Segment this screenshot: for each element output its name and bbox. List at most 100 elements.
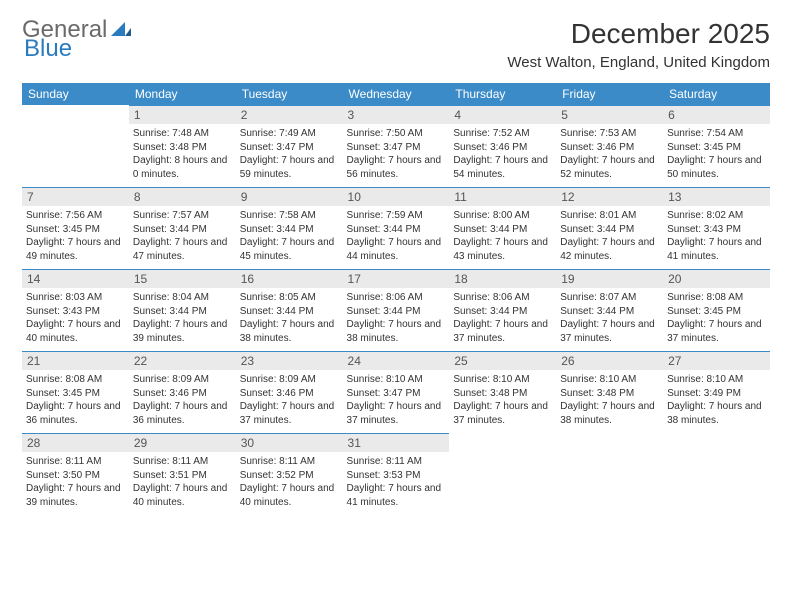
day-number: 16: [236, 270, 343, 288]
sunrise-line: Sunrise: 8:10 AM: [347, 373, 446, 387]
day-number: 21: [22, 352, 129, 370]
sunset-line: Sunset: 3:46 PM: [133, 387, 232, 401]
daylight-line: Daylight: 7 hours and 38 minutes.: [347, 318, 446, 345]
calendar-cell: 7Sunrise: 7:56 AMSunset: 3:45 PMDaylight…: [22, 187, 129, 269]
calendar-cell: [22, 105, 129, 187]
daylight-line: Daylight: 7 hours and 38 minutes.: [667, 400, 766, 427]
day-header: Wednesday: [343, 83, 450, 105]
daylight-line: Daylight: 7 hours and 45 minutes.: [240, 236, 339, 263]
daylight-line: Daylight: 7 hours and 49 minutes.: [26, 236, 125, 263]
sunrise-line: Sunrise: 8:08 AM: [26, 373, 125, 387]
sunrise-line: Sunrise: 8:06 AM: [453, 291, 552, 305]
sunset-line: Sunset: 3:44 PM: [347, 223, 446, 237]
calendar-cell: 14Sunrise: 8:03 AMSunset: 3:43 PMDayligh…: [22, 269, 129, 351]
daylight-line: Daylight: 8 hours and 0 minutes.: [133, 154, 232, 181]
calendar-cell: 31Sunrise: 8:11 AMSunset: 3:53 PMDayligh…: [343, 433, 450, 515]
calendar-cell: 9Sunrise: 7:58 AMSunset: 3:44 PMDaylight…: [236, 187, 343, 269]
day-number: 5: [556, 106, 663, 124]
daylight-line: Daylight: 7 hours and 47 minutes.: [133, 236, 232, 263]
calendar-cell: 11Sunrise: 8:00 AMSunset: 3:44 PMDayligh…: [449, 187, 556, 269]
sunset-line: Sunset: 3:46 PM: [453, 141, 552, 155]
daylight-line: Daylight: 7 hours and 39 minutes.: [133, 318, 232, 345]
calendar-cell: 8Sunrise: 7:57 AMSunset: 3:44 PMDaylight…: [129, 187, 236, 269]
calendar-cell: 26Sunrise: 8:10 AMSunset: 3:48 PMDayligh…: [556, 351, 663, 433]
day-number: 28: [22, 434, 129, 452]
daylight-line: Daylight: 7 hours and 37 minutes.: [453, 318, 552, 345]
day-number: 20: [663, 270, 770, 288]
day-number: 27: [663, 352, 770, 370]
day-number: 25: [449, 352, 556, 370]
daylight-line: Daylight: 7 hours and 52 minutes.: [560, 154, 659, 181]
day-number: 22: [129, 352, 236, 370]
calendar-cell: 13Sunrise: 8:02 AMSunset: 3:43 PMDayligh…: [663, 187, 770, 269]
daylight-line: Daylight: 7 hours and 39 minutes.: [26, 482, 125, 509]
day-number: 12: [556, 188, 663, 206]
sunrise-line: Sunrise: 8:11 AM: [240, 455, 339, 469]
sunrise-line: Sunrise: 8:05 AM: [240, 291, 339, 305]
daylight-line: Daylight: 7 hours and 40 minutes.: [133, 482, 232, 509]
sunset-line: Sunset: 3:44 PM: [453, 305, 552, 319]
day-number: 7: [22, 188, 129, 206]
sunrise-line: Sunrise: 7:57 AM: [133, 209, 232, 223]
sunset-line: Sunset: 3:44 PM: [560, 305, 659, 319]
sunrise-line: Sunrise: 8:07 AM: [560, 291, 659, 305]
sunrise-line: Sunrise: 8:08 AM: [667, 291, 766, 305]
sunset-line: Sunset: 3:45 PM: [26, 223, 125, 237]
calendar-cell: 21Sunrise: 8:08 AMSunset: 3:45 PMDayligh…: [22, 351, 129, 433]
daylight-line: Daylight: 7 hours and 37 minutes.: [240, 400, 339, 427]
sunrise-line: Sunrise: 8:10 AM: [560, 373, 659, 387]
calendar-cell: 16Sunrise: 8:05 AMSunset: 3:44 PMDayligh…: [236, 269, 343, 351]
calendar-cell: 5 Sunrise: 7:53 AMSunset: 3:46 PMDaylight…: [556, 105, 663, 187]
sunrise-line: Sunrise: 8:11 AM: [347, 455, 446, 469]
day-number: 2: [236, 106, 343, 124]
daylight-line: Daylight: 7 hours and 56 minutes.: [347, 154, 446, 181]
daylight-line: Daylight: 7 hours and 42 minutes.: [560, 236, 659, 263]
sunrise-line: Sunrise: 8:09 AM: [240, 373, 339, 387]
sunrise-line: Sunrise: 8:10 AM: [667, 373, 766, 387]
daylight-line: Daylight: 7 hours and 38 minutes.: [560, 400, 659, 427]
calendar-cell: 20Sunrise: 8:08 AMSunset: 3:45 PMDayligh…: [663, 269, 770, 351]
sunset-line: Sunset: 3:45 PM: [26, 387, 125, 401]
day-number: 11: [449, 188, 556, 206]
calendar-cell: 28Sunrise: 8:11 AMSunset: 3:50 PMDayligh…: [22, 433, 129, 515]
day-number: 15: [129, 270, 236, 288]
daylight-line: Daylight: 7 hours and 44 minutes.: [347, 236, 446, 263]
day-header: Saturday: [663, 83, 770, 105]
sunrise-line: Sunrise: 8:00 AM: [453, 209, 552, 223]
sunset-line: Sunset: 3:46 PM: [560, 141, 659, 155]
sunrise-line: Sunrise: 8:02 AM: [667, 209, 766, 223]
sunset-line: Sunset: 3:47 PM: [240, 141, 339, 155]
calendar-cell: 25Sunrise: 8:10 AMSunset: 3:48 PMDayligh…: [449, 351, 556, 433]
daylight-line: Daylight: 7 hours and 43 minutes.: [453, 236, 552, 263]
day-number: 14: [22, 270, 129, 288]
day-header: Tuesday: [236, 83, 343, 105]
calendar-cell: 1Sunrise: 7:48 AMSunset: 3:48 PMDaylight…: [129, 105, 236, 187]
sunrise-line: Sunrise: 8:10 AM: [453, 373, 552, 387]
sunset-line: Sunset: 3:47 PM: [347, 387, 446, 401]
sunset-line: Sunset: 3:48 PM: [133, 141, 232, 155]
day-number: 31: [343, 434, 450, 452]
sunset-line: Sunset: 3:44 PM: [133, 305, 232, 319]
calendar-cell: 3Sunrise: 7:50 AMSunset: 3:47 PMDaylight…: [343, 105, 450, 187]
daylight-line: Daylight: 7 hours and 37 minutes.: [453, 400, 552, 427]
calendar-cell: 23Sunrise: 8:09 AMSunset: 3:46 PMDayligh…: [236, 351, 343, 433]
sunset-line: Sunset: 3:43 PM: [26, 305, 125, 319]
sunset-line: Sunset: 3:48 PM: [560, 387, 659, 401]
sunrise-line: Sunrise: 7:52 AM: [453, 127, 552, 141]
calendar-cell: 17Sunrise: 8:06 AMSunset: 3:44 PMDayligh…: [343, 269, 450, 351]
sunset-line: Sunset: 3:44 PM: [240, 305, 339, 319]
sunrise-line: Sunrise: 7:53 AM: [560, 127, 659, 141]
day-header: Monday: [129, 83, 236, 105]
calendar-cell: [449, 433, 556, 515]
daylight-line: Daylight: 7 hours and 40 minutes.: [240, 482, 339, 509]
day-number: 8: [129, 188, 236, 206]
sunrise-line: Sunrise: 7:49 AM: [240, 127, 339, 141]
sunset-line: Sunset: 3:43 PM: [667, 223, 766, 237]
calendar-cell: 10Sunrise: 7:59 AMSunset: 3:44 PMDayligh…: [343, 187, 450, 269]
calendar-cell: [663, 433, 770, 515]
daylight-line: Daylight: 7 hours and 40 minutes.: [26, 318, 125, 345]
sunrise-line: Sunrise: 7:58 AM: [240, 209, 339, 223]
calendar-cell: 15Sunrise: 8:04 AMSunset: 3:44 PMDayligh…: [129, 269, 236, 351]
day-number: 18: [449, 270, 556, 288]
calendar-cell: 4Sunrise: 7:52 AMSunset: 3:46 PMDaylight…: [449, 105, 556, 187]
